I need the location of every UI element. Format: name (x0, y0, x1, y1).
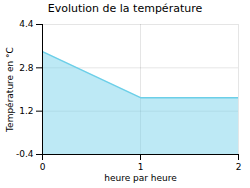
svg-text:4.4: 4.4 (19, 19, 34, 29)
svg-text:1.2: 1.2 (19, 106, 33, 116)
svg-text:-0.4: -0.4 (16, 149, 34, 159)
html-text:Evolution de la température: Evolution de la température (47, 2, 203, 15)
svg-text:heure par heure: heure par heure (104, 173, 177, 183)
svg-text:2.8: 2.8 (19, 63, 34, 73)
svg-text:1: 1 (138, 162, 144, 172)
svg-text:2: 2 (236, 162, 242, 172)
svg-text:Température en °C: Température en °C (5, 47, 15, 133)
svg-text:0: 0 (40, 162, 46, 172)
